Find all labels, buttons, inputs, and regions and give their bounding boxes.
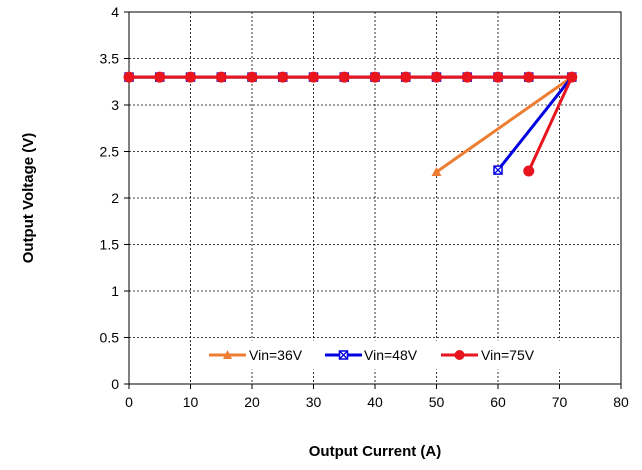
x-axis-ticks: 0 10 20 30 40 50 60 70 80 — [125, 384, 629, 410]
series-vin-36v — [124, 72, 577, 176]
x-tick-label: 0 — [125, 394, 133, 410]
series-line — [129, 75, 574, 172]
data-point — [566, 71, 578, 83]
y-tick-label: 3.5 — [100, 51, 120, 67]
data-point-x — [493, 165, 503, 175]
legend-label-vin48: Vin=48V — [364, 347, 418, 363]
y-axis-ticks: 0 0.5 1 1.5 2 2.5 3 3.5 4 — [100, 4, 129, 392]
data-point — [461, 71, 473, 83]
legend-marker-vin36 — [223, 350, 232, 359]
data-point — [123, 71, 135, 83]
data-point — [431, 166, 442, 176]
y-tick-label: 3 — [111, 97, 119, 113]
data-point — [523, 71, 535, 83]
legend-item-vin75: Vin=75V — [441, 347, 535, 363]
data-point — [431, 71, 442, 83]
legend-box — [193, 340, 564, 370]
y-tick-label: 1.5 — [100, 237, 120, 253]
series-line — [129, 75, 574, 174]
x-tick-label: 70 — [552, 394, 568, 410]
x-tick-label: 60 — [490, 394, 506, 410]
y-tick-label: 2.5 — [100, 144, 120, 160]
data-point — [277, 71, 289, 83]
data-point — [369, 71, 381, 83]
x-tick-label: 10 — [183, 394, 199, 410]
y-axis-title: Output Voltage (V) — [20, 133, 37, 264]
grid — [129, 12, 621, 384]
data-point — [154, 71, 166, 83]
x-tick-label: 40 — [367, 394, 383, 410]
legend-marker-vin75 — [454, 350, 465, 360]
data-point — [185, 71, 196, 83]
data-point — [523, 165, 535, 177]
legend: Vin=36V Vin=48V Vin=75V — [193, 340, 564, 370]
legend-item-vin48: Vin=48V — [325, 347, 418, 363]
x-axis-title: Output Current (A) — [309, 443, 441, 460]
x-tick-label: 50 — [429, 394, 445, 410]
x-tick-label: 30 — [306, 394, 322, 410]
data-point — [308, 71, 319, 83]
y-tick-label: 4 — [111, 4, 119, 20]
data-point — [338, 71, 350, 83]
series-vin-75v — [123, 71, 578, 177]
series-group — [123, 71, 578, 177]
x-tick-label: 20 — [244, 394, 260, 410]
legend-item-vin36: Vin=36V — [209, 347, 303, 363]
data-point — [215, 71, 227, 83]
legend-label-vin36: Vin=36V — [249, 347, 303, 363]
y-tick-label: 0.5 — [100, 330, 120, 346]
data-point — [246, 71, 258, 83]
x-tick-label: 80 — [613, 394, 629, 410]
y-tick-label: 0 — [111, 376, 119, 392]
legend-marker-vin48-x — [339, 350, 348, 360]
legend-label-vin75: Vin=75V — [481, 347, 535, 363]
data-point — [400, 71, 412, 83]
series-vin-48v — [124, 72, 577, 175]
y-tick-label: 1 — [111, 283, 119, 299]
data-point — [492, 71, 504, 83]
y-tick-label: 2 — [111, 190, 119, 206]
